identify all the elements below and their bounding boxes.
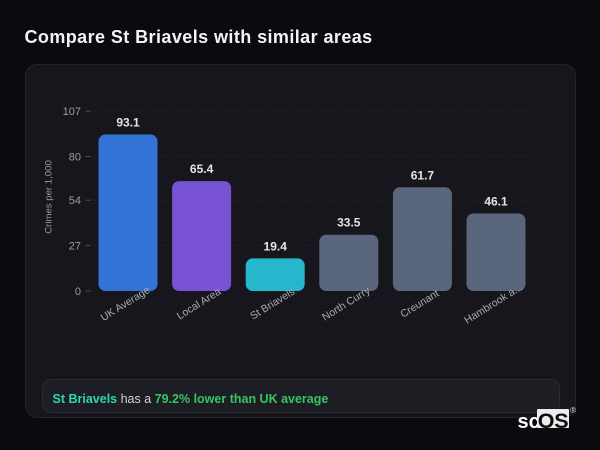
svg-text:80: 80 — [69, 152, 81, 164]
svg-text:33.5: 33.5 — [337, 216, 361, 230]
svg-text:Creunant: Creunant — [398, 287, 441, 320]
svg-text:0: 0 — [75, 286, 81, 298]
svg-text:Crimes per 1,000: Crimes per 1,000 — [44, 160, 55, 234]
svg-text:St Briavels: St Briavels — [248, 286, 297, 323]
svg-text:93.1: 93.1 — [116, 116, 140, 130]
svg-text:19.4: 19.4 — [264, 239, 288, 253]
svg-text:54: 54 — [69, 195, 81, 207]
svg-text:65.4: 65.4 — [190, 162, 214, 176]
svg-text:61.7: 61.7 — [411, 168, 435, 182]
svg-text:46.1: 46.1 — [484, 195, 508, 209]
svg-text:27: 27 — [69, 241, 81, 253]
svg-text:Local Area: Local Area — [175, 286, 224, 323]
svg-text:107: 107 — [63, 106, 81, 118]
